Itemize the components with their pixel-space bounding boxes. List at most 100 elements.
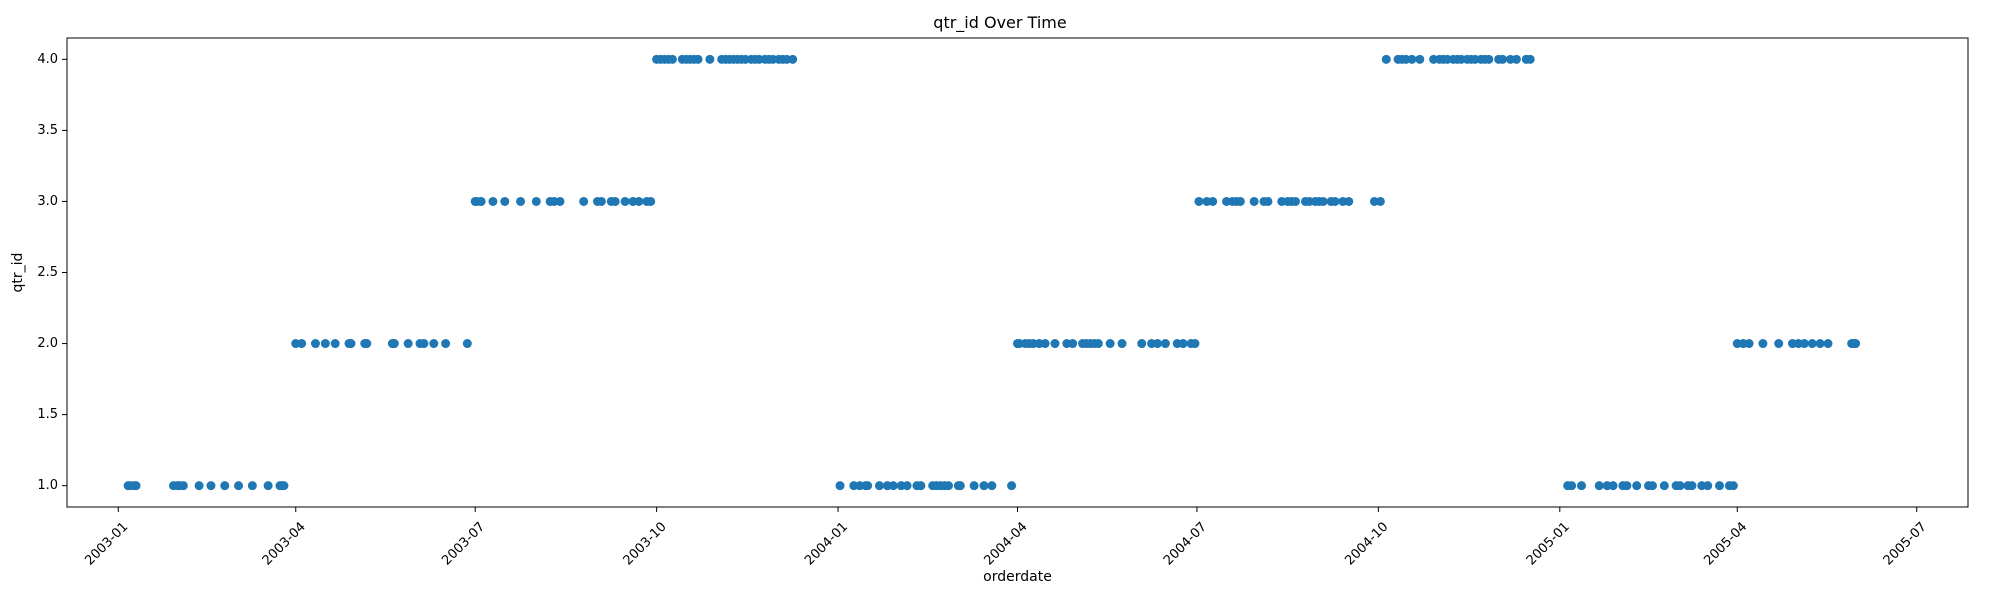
y-tick-label: 1.5: [37, 407, 58, 422]
data-point: [1511, 54, 1521, 64]
data-point: [1498, 54, 1508, 64]
data-point: [1235, 196, 1245, 206]
data-point: [1208, 196, 1218, 206]
data-point: [1263, 196, 1273, 206]
data-point: [131, 481, 141, 491]
data-point: [863, 481, 873, 491]
data-point: [888, 481, 898, 491]
data-point: [902, 481, 912, 491]
data-point: [310, 339, 320, 349]
data-point: [1249, 196, 1259, 206]
data-point: [500, 196, 510, 206]
y-tick-label: 4.0: [37, 52, 58, 67]
data-point: [178, 481, 188, 491]
data-point: [206, 481, 216, 491]
data-point: [620, 196, 630, 206]
data-point: [1344, 196, 1354, 206]
x-tick-label: 2005-01: [1524, 519, 1573, 568]
data-point: [1823, 339, 1833, 349]
data-point: [646, 196, 656, 206]
x-axis-ticks: 2003-01 2003-04 2003-07 2003-10 2004-01 2004-…: [82, 507, 1930, 568]
data-point: [1632, 481, 1642, 491]
data-point: [610, 196, 620, 206]
x-tick-label: 2005-04: [1701, 519, 1750, 568]
data-point: [788, 54, 798, 64]
data-point: [429, 339, 439, 349]
data-point: [1375, 196, 1385, 206]
data-point: [1153, 339, 1163, 349]
data-point: [1068, 339, 1078, 349]
data-point: [943, 481, 953, 491]
data-point: [1659, 481, 1669, 491]
x-tick-label: 2004-01: [802, 519, 851, 568]
data-point: [263, 481, 273, 491]
data-point: [579, 196, 589, 206]
data-point: [346, 339, 356, 349]
data-points: [123, 54, 1861, 491]
data-point: [516, 196, 526, 206]
y-tick-label: 3.5: [37, 123, 58, 138]
data-point: [330, 339, 340, 349]
data-point: [462, 339, 472, 349]
data-point: [194, 481, 204, 491]
chart-title: qtr_id Over Time: [933, 13, 1066, 33]
data-point: [1407, 54, 1417, 64]
x-tick-label: 2003-01: [82, 519, 131, 568]
data-point: [1728, 481, 1738, 491]
data-point: [389, 339, 399, 349]
data-point: [874, 481, 884, 491]
data-point: [362, 339, 372, 349]
data-point: [1178, 339, 1188, 349]
data-point: [1040, 339, 1050, 349]
data-point: [1160, 339, 1170, 349]
data-point: [634, 196, 644, 206]
data-point: [441, 339, 451, 349]
data-point: [1608, 481, 1618, 491]
x-axis-title: orderdate: [983, 569, 1052, 585]
data-point: [1715, 481, 1725, 491]
data-point: [987, 481, 997, 491]
y-axis-ticks: 1.0 1.5 2.0 2.5 3.0 3.5 4.0: [37, 52, 67, 493]
x-tick-label: 2004-07: [1161, 519, 1210, 568]
data-point: [297, 339, 307, 349]
data-point: [1117, 339, 1127, 349]
y-tick-label: 2.0: [37, 336, 58, 351]
data-point: [1703, 481, 1713, 491]
data-point: [1567, 481, 1577, 491]
data-point: [1851, 339, 1861, 349]
data-point: [279, 481, 289, 491]
data-point: [693, 54, 703, 64]
data-point: [234, 481, 244, 491]
data-point: [1330, 196, 1340, 206]
data-point: [1647, 481, 1657, 491]
x-tick-label: 2003-04: [260, 519, 309, 568]
data-point: [596, 196, 606, 206]
data-point: [1807, 339, 1817, 349]
data-point: [1687, 481, 1697, 491]
data-point: [1675, 481, 1685, 491]
y-tick-label: 2.5: [37, 265, 58, 280]
data-point: [1594, 481, 1604, 491]
x-tick-label: 2003-10: [621, 519, 670, 568]
data-point: [1576, 481, 1586, 491]
data-point: [1318, 196, 1328, 206]
data-point: [488, 196, 498, 206]
y-axis-title: qtr_id: [10, 253, 26, 293]
data-point: [1799, 339, 1809, 349]
data-point: [955, 481, 965, 491]
plot-frame: [66, 37, 1969, 508]
x-tick-label: 2003-07: [439, 519, 488, 568]
data-point: [1093, 339, 1103, 349]
data-point: [247, 481, 257, 491]
data-point: [1105, 339, 1115, 349]
data-point: [916, 481, 926, 491]
data-point: [1758, 339, 1768, 349]
data-point: [531, 196, 541, 206]
data-point: [1815, 339, 1825, 349]
y-tick-label: 3.0: [37, 194, 58, 209]
data-point: [1007, 481, 1017, 491]
data-point: [1622, 481, 1632, 491]
data-point: [1050, 339, 1060, 349]
